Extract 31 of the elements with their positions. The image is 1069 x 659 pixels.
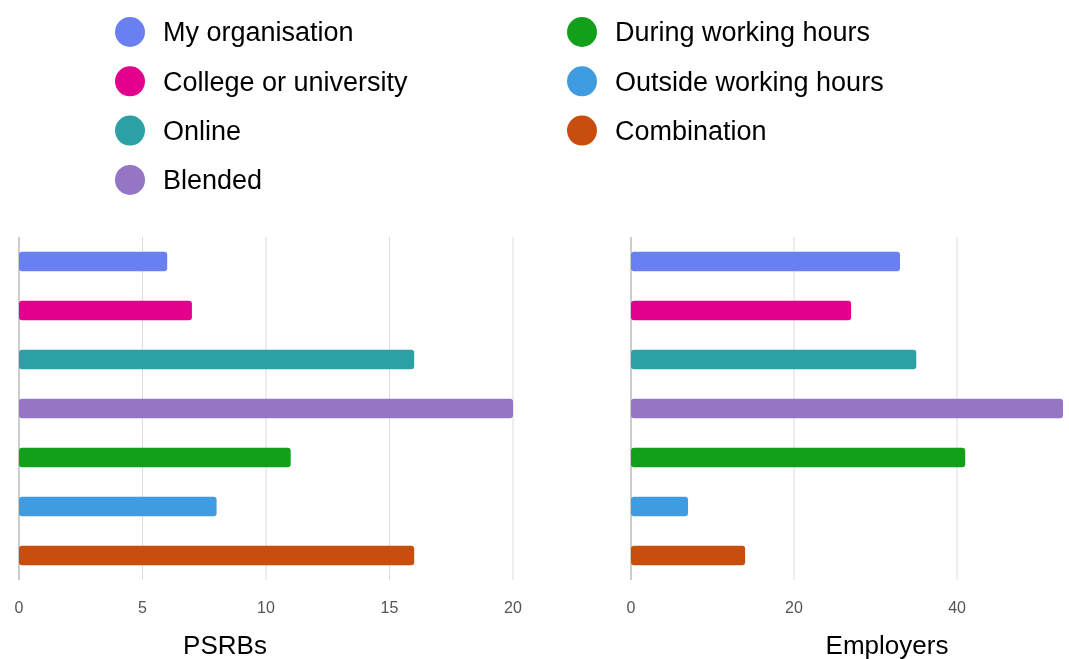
x-tick-label: 5	[138, 598, 148, 616]
x-tick-label: 40	[948, 598, 967, 616]
x-tick-label: 20	[504, 598, 522, 616]
bar	[19, 251, 168, 272]
bar	[631, 545, 746, 566]
x-tick-label: 0	[626, 598, 636, 616]
x-tick-label: 0	[14, 598, 24, 616]
legend-label: Outside working hours	[615, 66, 884, 97]
bar	[19, 398, 513, 419]
x-tick-label: 15	[380, 598, 399, 616]
legend-label: Combination	[615, 116, 767, 147]
x-tick-label: 20	[785, 598, 804, 616]
x-axis-title: PSRBs	[183, 630, 267, 659]
bar	[631, 496, 689, 517]
bar	[631, 447, 966, 468]
legend-label: College or university	[163, 66, 409, 97]
legend-label: During working hours	[615, 17, 871, 48]
x-tick-label: 10	[257, 598, 275, 616]
x-axis-title: Employers	[825, 630, 949, 659]
bar	[19, 496, 217, 517]
bar	[19, 349, 415, 370]
bar	[19, 447, 291, 468]
bar	[631, 349, 917, 370]
bar	[631, 300, 852, 321]
legend-label: My organisation	[163, 17, 354, 48]
bar	[631, 251, 900, 272]
bar	[19, 300, 192, 321]
bar	[631, 398, 1063, 419]
legend-label: Blended	[163, 165, 263, 196]
legend-label: Online	[163, 116, 242, 147]
bar	[19, 545, 415, 566]
